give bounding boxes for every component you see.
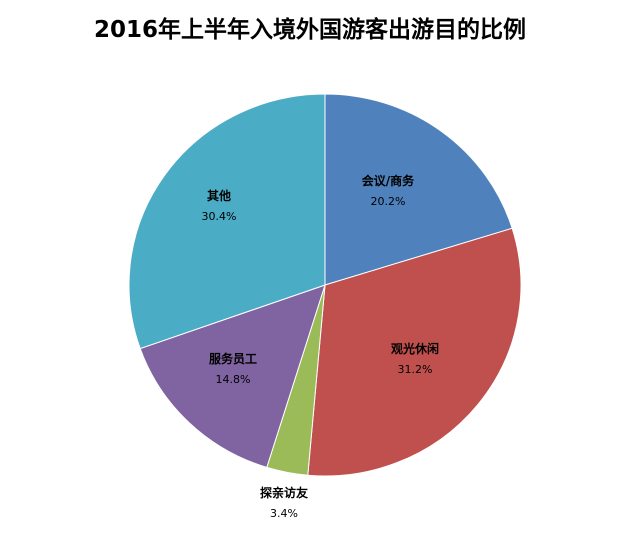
- slice-label-4: 其他: [207, 188, 231, 203]
- chart-title: 2016年上半年入境外国游客出游目的比例: [93, 17, 526, 43]
- slice-value-0: 20.2%: [371, 195, 406, 208]
- pie-slice-1: [307, 227, 522, 477]
- pie-slice-0: [324, 93, 513, 286]
- pie-slice-4: [128, 93, 326, 350]
- slice-value-4: 30.4%: [202, 210, 237, 223]
- slice-value-1: 31.2%: [398, 363, 433, 376]
- slice-value-3: 14.8%: [216, 373, 251, 386]
- pie-slice-3: [139, 284, 326, 469]
- slice-label-3: 服务员工: [209, 351, 257, 366]
- slice-label-1: 观光休闲: [391, 341, 439, 356]
- slice-label-0: 会议/商务: [362, 173, 415, 188]
- slice-value-2: 3.4%: [270, 507, 298, 520]
- slice-label-2: 探亲访友: [260, 485, 308, 500]
